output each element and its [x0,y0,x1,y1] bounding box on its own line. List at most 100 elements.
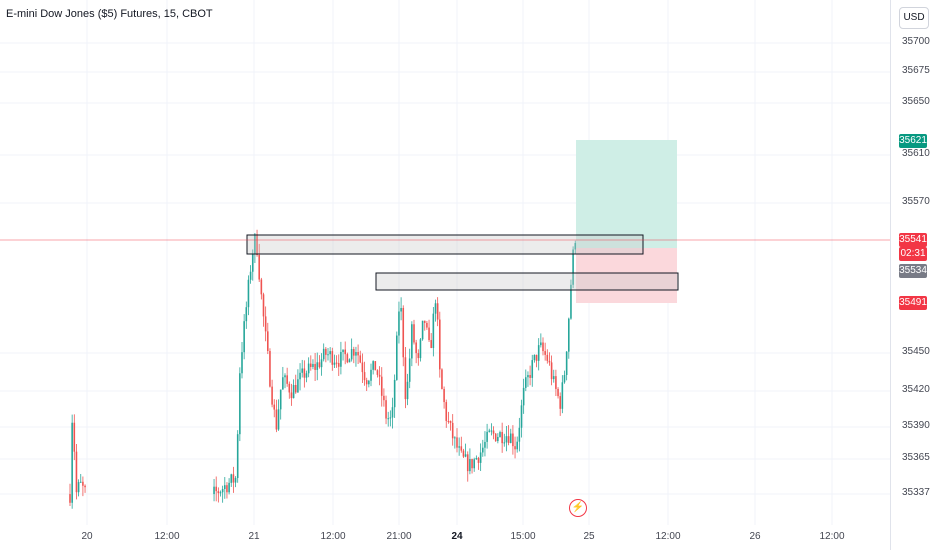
candle-down [275,409,278,430]
long-target-zone [576,140,677,248]
time-tick-label: 25 [583,531,595,542]
price-tick-label: 35650 [902,96,930,107]
candle-up [329,351,331,355]
candle-down [542,342,544,352]
candle-up [520,405,523,428]
candle-up [531,360,534,378]
candle-up [239,373,241,435]
candle-down [415,342,417,354]
candle-down [335,362,338,364]
candle-down [430,340,432,348]
candle-down [494,433,497,442]
time-tick-label: 12:00 [655,531,681,542]
candle-down [288,383,291,393]
candle-down [447,420,450,422]
candle-up [284,375,286,378]
candle-up [458,446,460,448]
candle-up [230,474,233,483]
candle-up [525,377,527,388]
candle-down [449,421,452,423]
candle-down [376,370,379,375]
candle-down [501,432,503,444]
candle-up [497,437,499,442]
candle-up [469,459,471,472]
candle-down [492,430,495,434]
candle-up [411,324,413,359]
candle-down [383,395,385,401]
candle-down [548,360,551,363]
candle-down [75,451,78,493]
candle-down [256,234,258,256]
candle-up [236,434,239,479]
candle-down [264,316,267,332]
upper-zone-box [246,234,644,255]
price-tick-label: 35420 [902,384,930,395]
candle-up [527,375,529,378]
price-axis-divider [890,0,891,550]
candle-up [509,433,512,443]
long-stop-zone [576,248,677,303]
candle-up [434,303,437,314]
candle-down [456,437,458,448]
candle-up [563,375,566,383]
candle-down [69,494,71,503]
candle-up [249,271,252,280]
candle-down [413,324,415,343]
candle-up [234,478,237,483]
candle-up [391,407,394,418]
candle-down [318,362,321,368]
price-tick-label: 35450 [902,346,930,357]
candle-down [402,307,405,358]
time-tick-label: 15:00 [510,531,536,542]
candle-up [421,320,424,340]
lightning-icon[interactable]: ⚡ [569,499,587,517]
candle-up [350,349,353,360]
stop-price-badge: 35491 [899,296,927,310]
candle-up [406,381,409,400]
candle-down [380,376,383,396]
candle-up [277,409,280,430]
candle-up [221,488,224,493]
target-price-badge: 35621 [899,134,927,148]
candle-up [241,352,243,374]
candle-up [301,368,303,373]
candle-up [228,482,230,493]
candle-up [432,313,435,348]
candle-down [426,322,428,328]
candle-down [226,485,228,493]
candle-down [344,349,346,355]
candle-up [419,339,422,359]
candle-up [484,441,486,448]
candle-down [258,255,260,280]
candle-up [368,380,370,385]
candle-down [262,294,265,317]
candle-up [503,442,506,444]
candle-up [279,389,282,410]
candle-down [550,362,553,380]
candle-up [372,361,374,370]
time-tick-label: 12:00 [320,531,346,542]
price-tick-label: 35570 [902,196,930,207]
candle-down [314,363,316,370]
candle-up [316,362,319,370]
candle-down [441,369,443,389]
candle-up [488,430,491,432]
candle-up [533,354,536,361]
candle-down [363,372,366,381]
candle-up [79,481,82,483]
candle-up [473,459,475,469]
candle-up [570,284,572,319]
time-tick-label: 20 [81,531,93,542]
candle-down [73,422,76,452]
candle-up [251,253,254,272]
candle-down [310,363,312,367]
time-tick-label: 21:00 [386,531,412,542]
time-tick-label: 26 [749,531,761,542]
candle-up [348,359,351,363]
candle-down [466,454,469,472]
candle-up [572,249,574,285]
currency-button[interactable]: USD [899,7,929,29]
time-tick-label: 24 [451,531,463,542]
candle-up [320,359,323,368]
